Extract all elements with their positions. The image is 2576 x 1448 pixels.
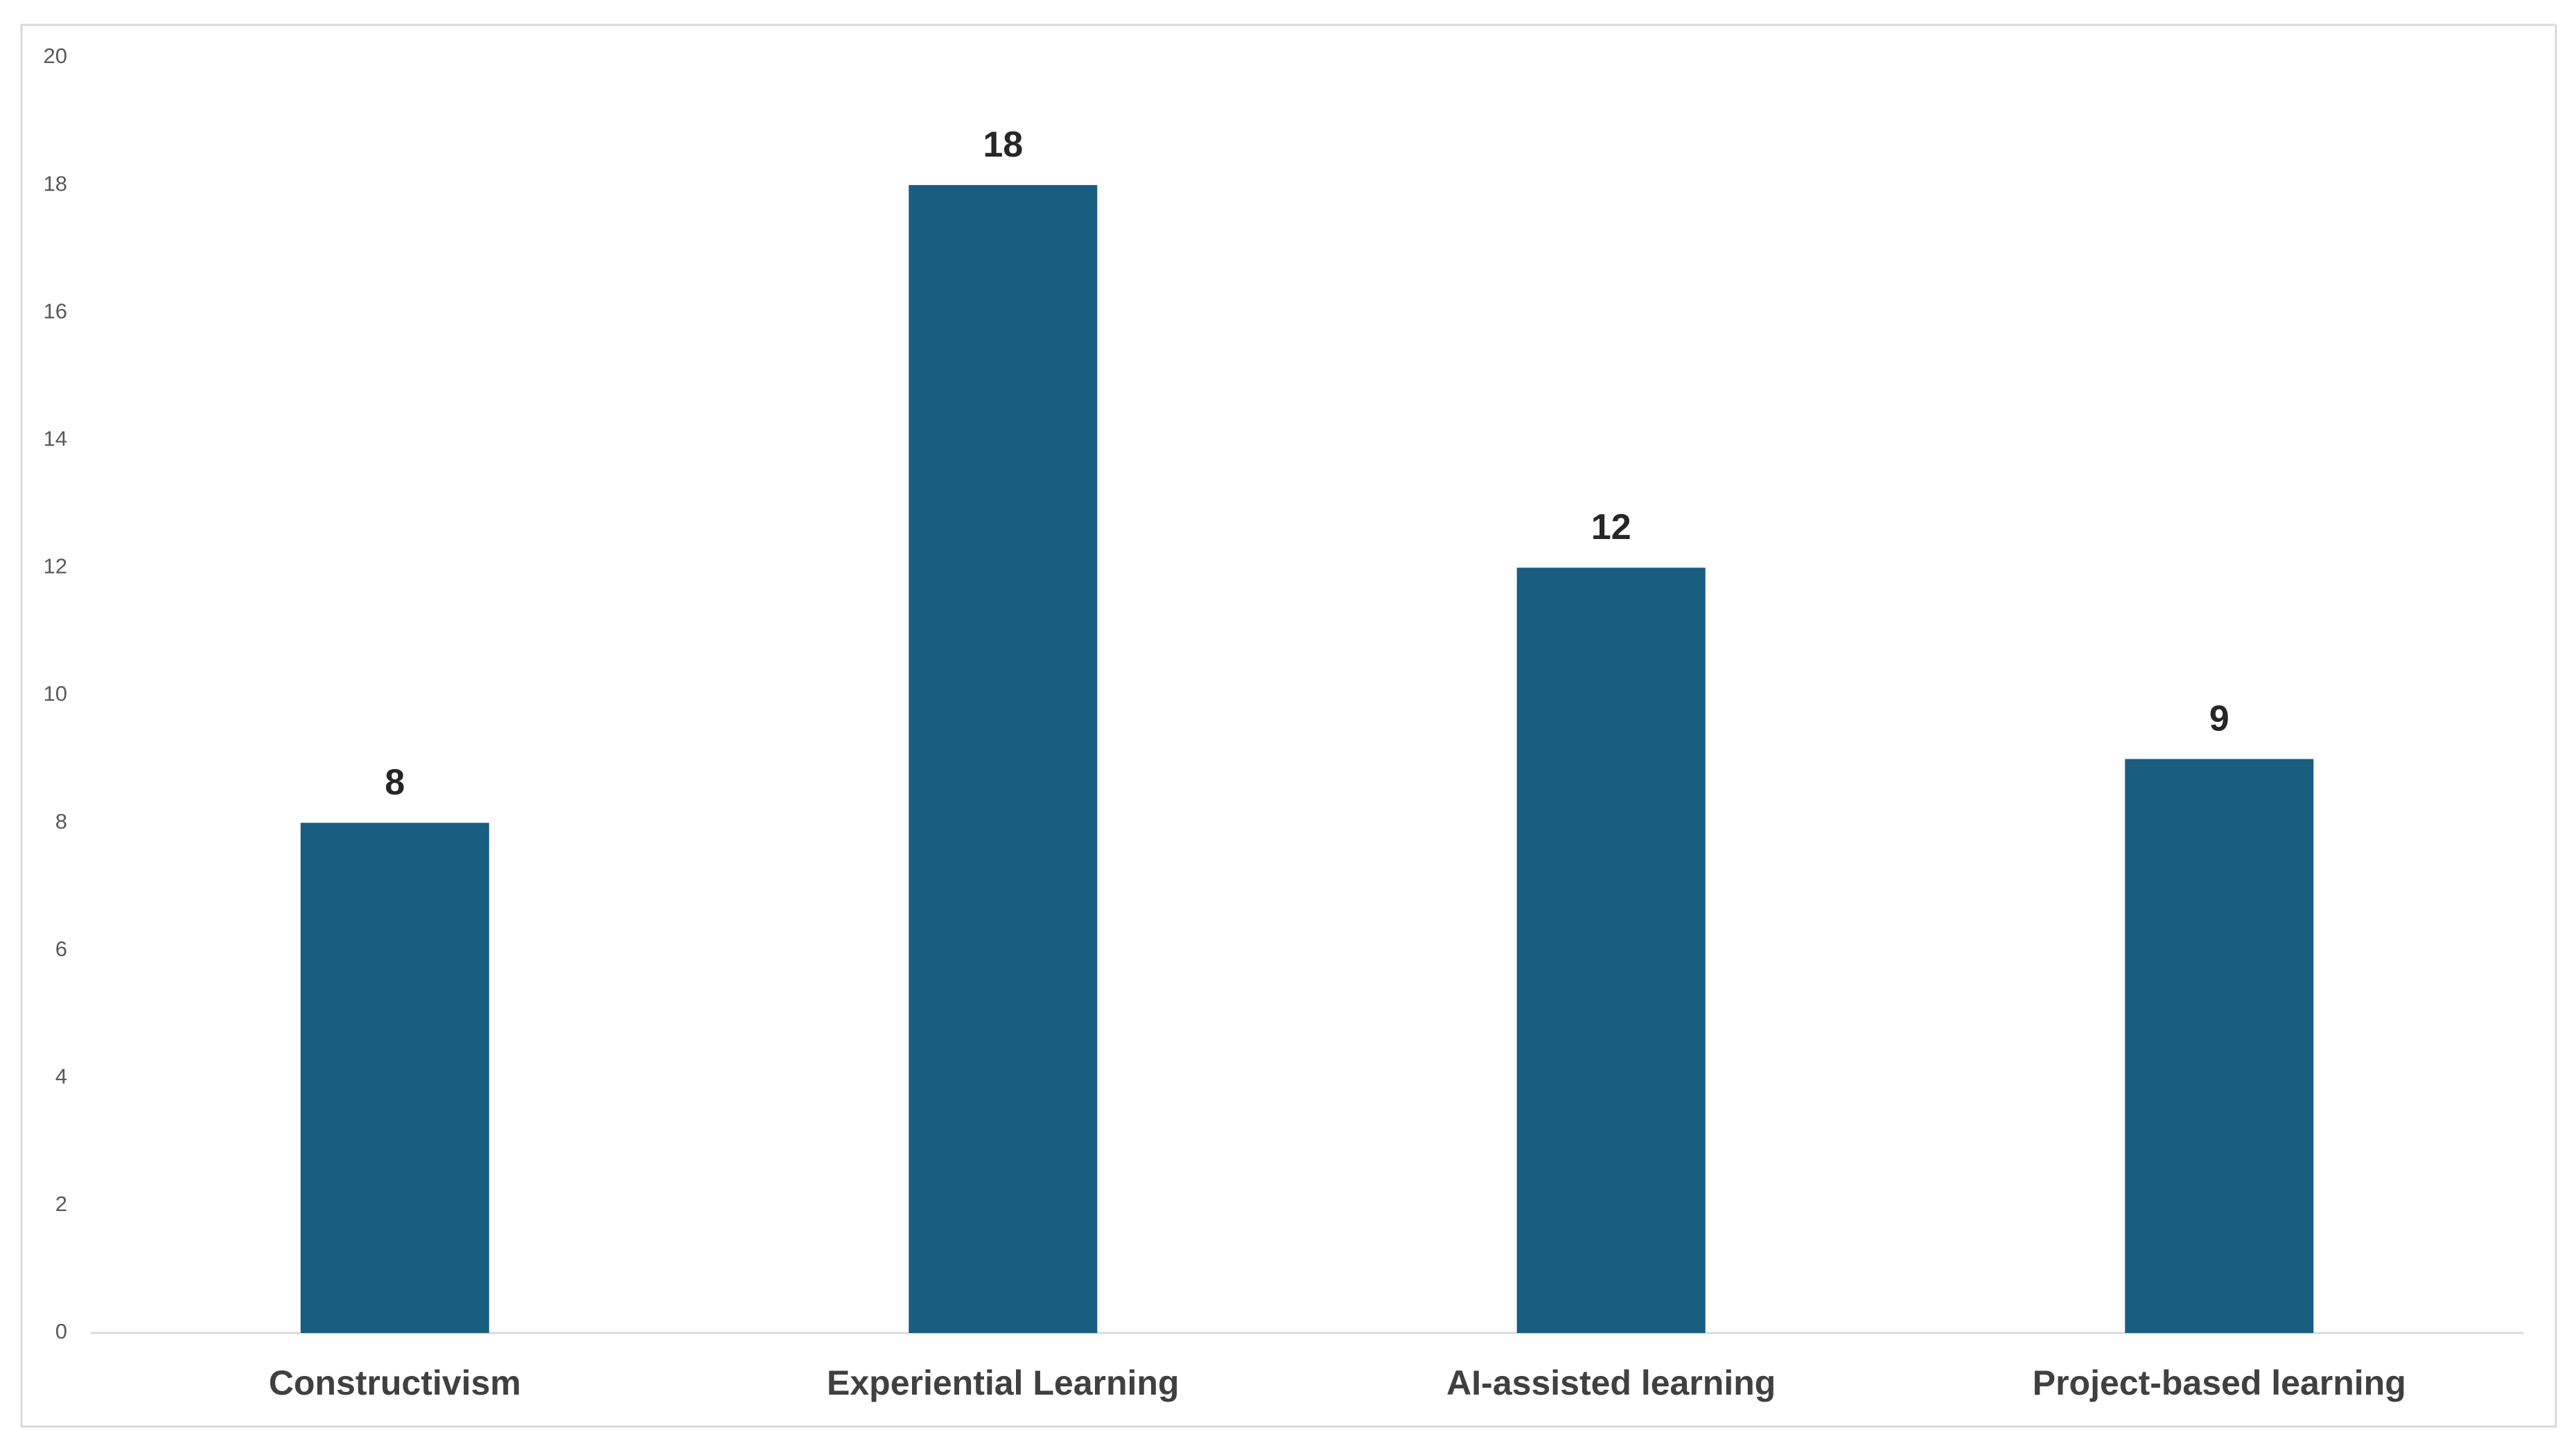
y-tick-label: 6: [55, 937, 67, 961]
y-tick-label: 2: [55, 1192, 67, 1216]
y-tick-label: 4: [55, 1064, 67, 1088]
y-tick-label: 18: [44, 171, 67, 195]
x-tick-label: AI-assisted learning: [1446, 1363, 1776, 1402]
data-label: 9: [2209, 698, 2229, 739]
y-tick-label: 14: [44, 426, 67, 450]
y-tick-label: 0: [55, 1319, 67, 1343]
data-label: 12: [1591, 507, 1631, 547]
y-tick-label: 16: [44, 299, 67, 323]
y-tick-label: 8: [55, 809, 67, 833]
bar: [2125, 759, 2314, 1333]
y-tick-label: 12: [44, 554, 67, 579]
x-tick-label: Experiential Learning: [827, 1363, 1179, 1402]
y-tick-label: 20: [44, 44, 67, 68]
y-tick-label: 10: [44, 682, 67, 706]
bar: [909, 185, 1098, 1334]
x-tick-label: Project-based learning: [2033, 1363, 2406, 1402]
data-label: 18: [983, 125, 1023, 165]
data-label: 8: [385, 762, 405, 802]
bar: [300, 822, 489, 1333]
bar: [1516, 567, 1706, 1333]
x-tick-label: Constructivism: [269, 1363, 521, 1402]
